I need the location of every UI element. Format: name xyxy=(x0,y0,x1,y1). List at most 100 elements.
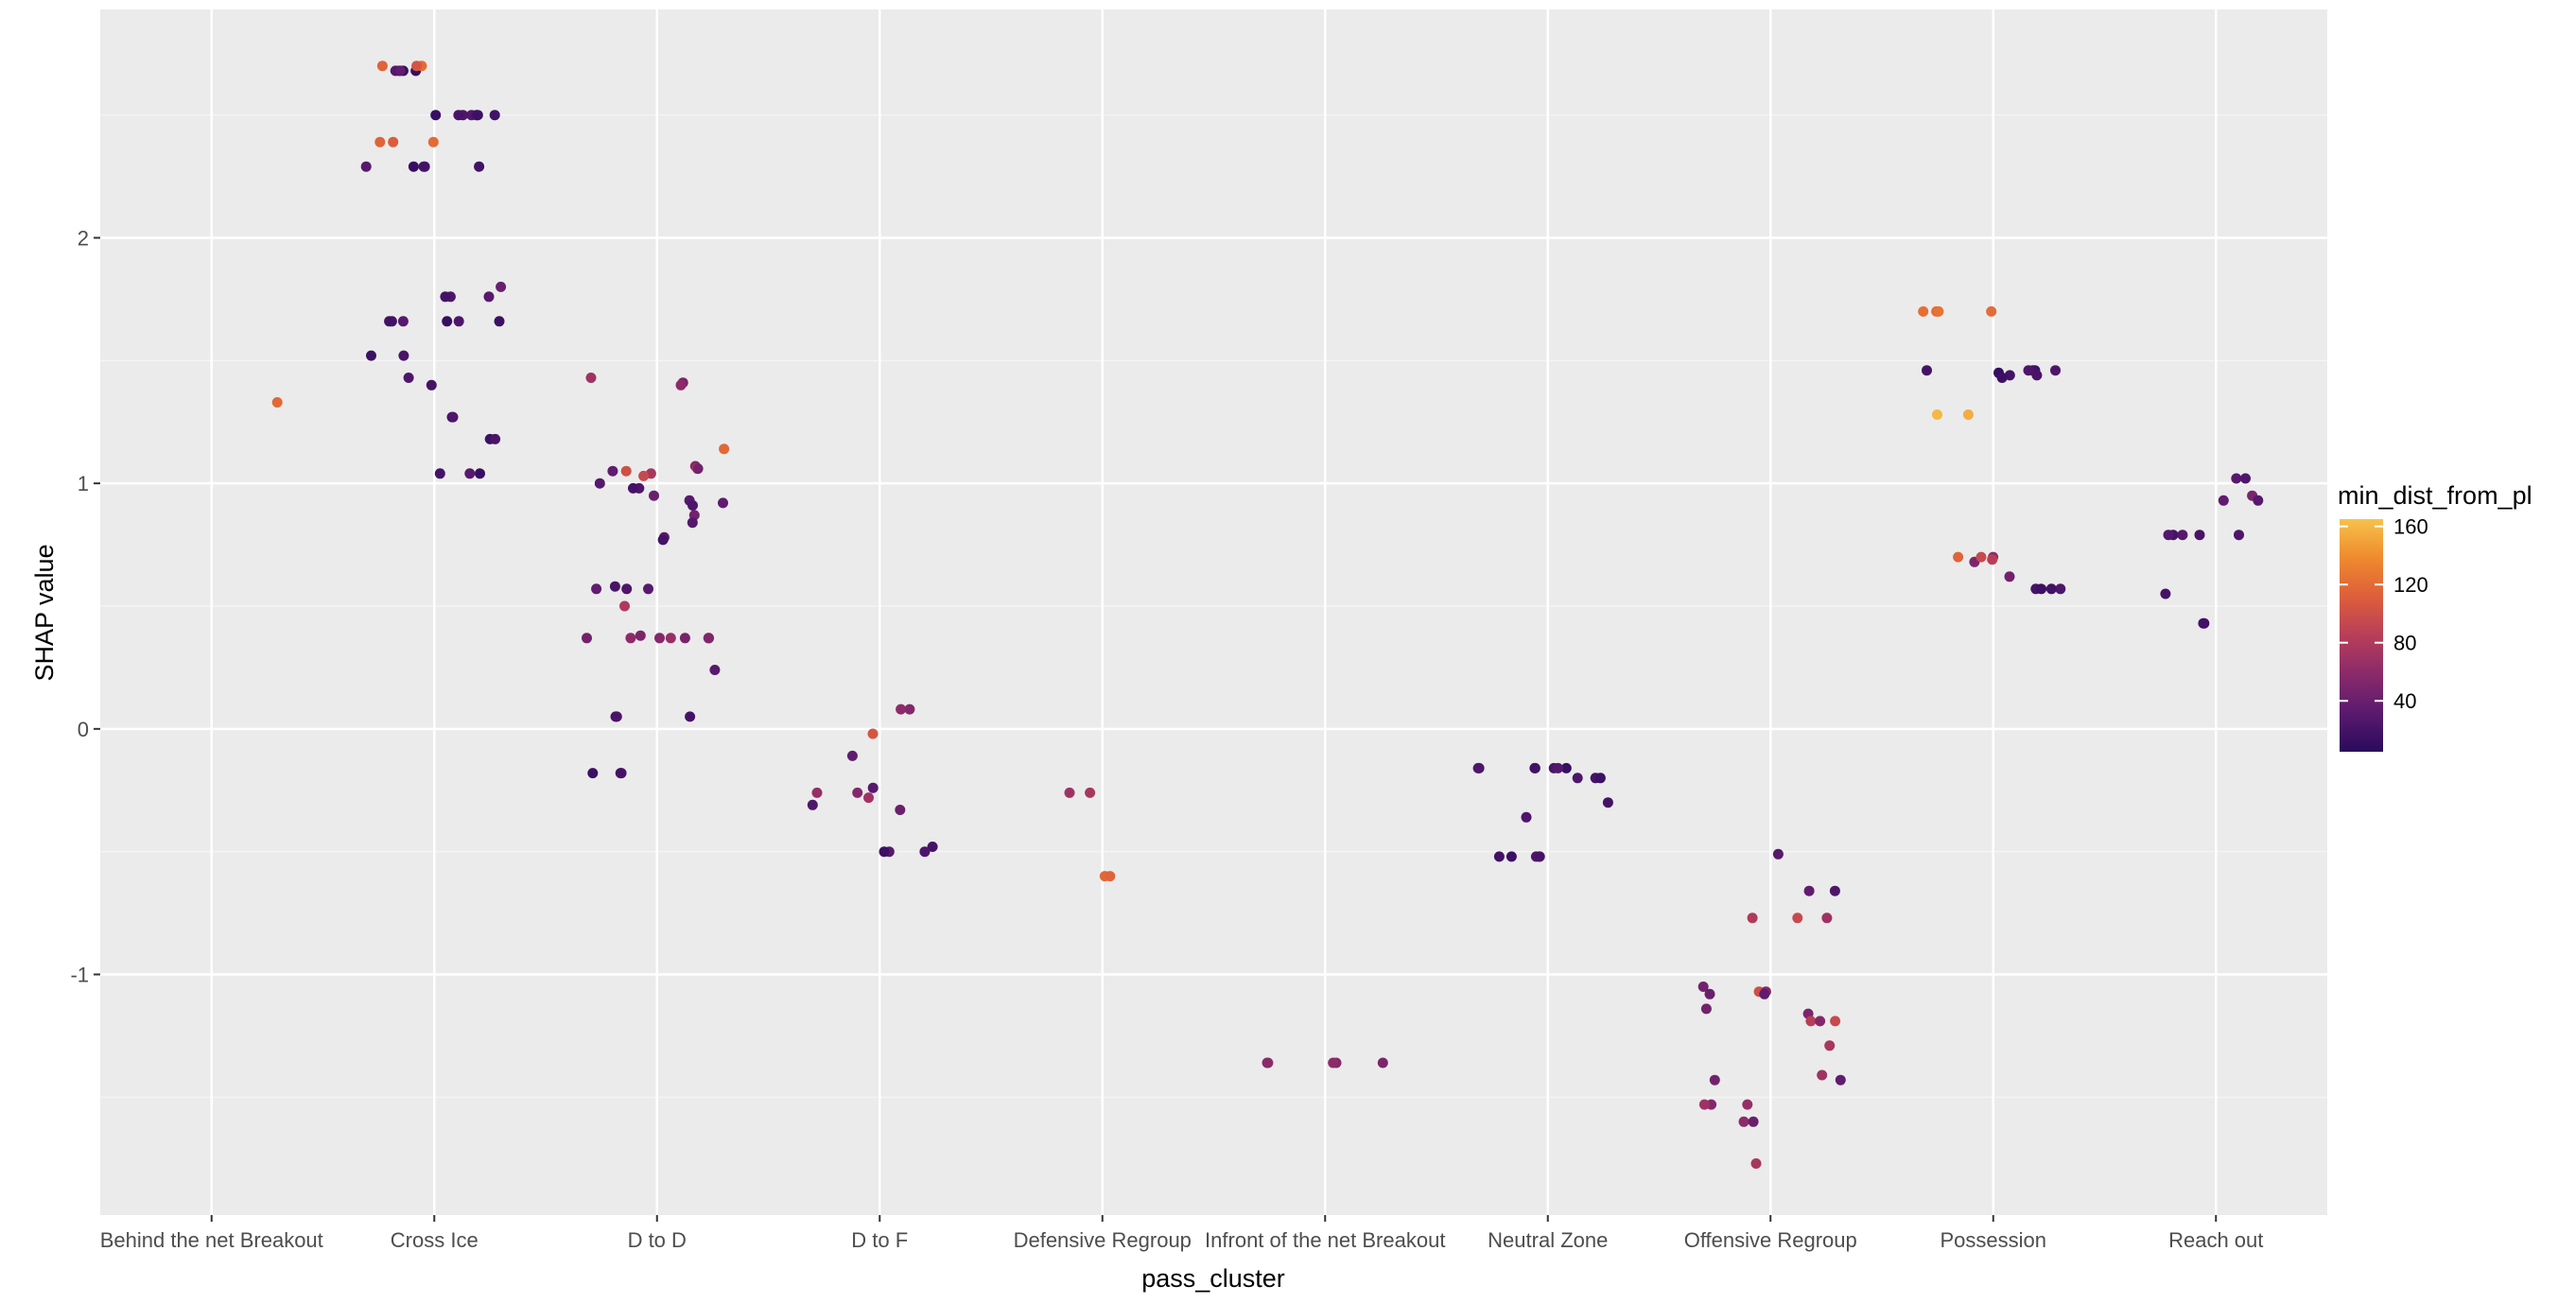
data-point xyxy=(374,136,386,148)
data-point xyxy=(1748,1116,1759,1127)
data-point xyxy=(718,497,728,509)
data-point xyxy=(2055,583,2066,595)
data-point xyxy=(867,782,879,793)
data-point xyxy=(1704,988,1715,999)
data-point xyxy=(863,792,874,804)
data-point xyxy=(846,750,858,761)
data-point xyxy=(1815,1016,1826,1027)
panel-background xyxy=(100,9,2327,1215)
data-point xyxy=(1918,305,1929,317)
grid-minor xyxy=(100,113,2327,1099)
data-point xyxy=(807,799,818,810)
data-point xyxy=(643,583,653,595)
data-point xyxy=(665,633,676,644)
data-point xyxy=(490,433,501,444)
data-point xyxy=(1987,554,1998,565)
data-point xyxy=(2194,530,2205,541)
data-point xyxy=(2045,583,2057,595)
data-point xyxy=(489,110,500,121)
data-point xyxy=(434,468,445,479)
data-point xyxy=(692,463,704,475)
data-point xyxy=(271,397,283,408)
data-point xyxy=(1572,773,1583,784)
data-point xyxy=(442,316,453,327)
data-point xyxy=(1328,1057,1339,1068)
data-point xyxy=(1377,1057,1388,1068)
data-point xyxy=(1933,305,1944,317)
data-point xyxy=(388,136,399,148)
data-point xyxy=(811,787,823,798)
data-point xyxy=(474,161,485,172)
data-point xyxy=(440,291,451,303)
data-point xyxy=(896,704,907,715)
data-point xyxy=(1792,912,1803,924)
x-tick-label: Behind the net Breakout xyxy=(100,1228,323,1252)
data-point xyxy=(398,350,409,361)
data-point xyxy=(2023,365,2034,376)
data-point xyxy=(1829,885,1840,896)
data-point xyxy=(688,500,698,511)
data-point xyxy=(1817,1069,1828,1081)
data-point xyxy=(679,633,690,644)
data-point xyxy=(1085,787,1096,798)
data-point xyxy=(628,482,638,494)
data-point xyxy=(709,665,721,675)
x-tick-label: Infront of the net Breakout xyxy=(1205,1228,1445,1252)
y-tick-label: 2 xyxy=(78,226,89,250)
data-point xyxy=(610,711,621,722)
data-point xyxy=(1759,988,1770,999)
data-point xyxy=(1262,1057,1273,1068)
data-point xyxy=(1698,1099,1710,1110)
data-point xyxy=(852,787,863,798)
x-tick-label: D to F xyxy=(851,1228,908,1252)
x-tick-label: Neutral Zone xyxy=(1488,1228,1608,1252)
x-tick-label: Defensive Regroup xyxy=(1014,1228,1192,1252)
x-tick-label: Reach out xyxy=(2168,1228,2263,1252)
data-point xyxy=(496,281,507,292)
data-point xyxy=(1747,912,1758,924)
data-point xyxy=(591,583,602,595)
y-tick-label: 0 xyxy=(78,718,89,741)
data-point xyxy=(1976,551,1987,563)
y-axis-ticks: -1 0 1 2 xyxy=(70,226,100,987)
legend-ticks: 40 80 120 160 xyxy=(2340,515,2428,713)
legend-tick-label: 160 xyxy=(2393,515,2428,539)
data-point xyxy=(411,61,423,72)
data-point xyxy=(464,468,476,479)
data-point xyxy=(1709,1074,1720,1086)
y-tick-label: 1 xyxy=(78,472,89,495)
data-point xyxy=(2218,495,2229,506)
data-point xyxy=(386,316,397,327)
legend-tick-label: 40 xyxy=(2393,689,2416,713)
data-point xyxy=(1560,762,1572,773)
data-point xyxy=(1697,982,1709,992)
data-point xyxy=(1803,885,1815,896)
data-point xyxy=(2240,473,2251,484)
data-point xyxy=(1553,762,1563,773)
data-point xyxy=(2199,617,2210,629)
data-point xyxy=(1521,811,1532,823)
y-axis-title: SHAP value xyxy=(30,544,59,681)
data-point xyxy=(1602,797,1613,808)
data-point xyxy=(483,291,495,303)
data-point xyxy=(607,465,618,477)
x-tick-label: Possession xyxy=(1940,1228,2046,1252)
data-points xyxy=(271,61,2264,1169)
data-point xyxy=(426,379,437,391)
data-point xyxy=(1064,787,1075,798)
legend-tick-label: 80 xyxy=(2393,632,2416,655)
data-point xyxy=(1529,762,1540,773)
data-point xyxy=(1738,1116,1749,1127)
data-point xyxy=(649,490,659,501)
data-point xyxy=(1772,848,1784,860)
data-point xyxy=(594,478,605,489)
data-point xyxy=(475,468,485,479)
data-point xyxy=(703,633,714,644)
data-point xyxy=(867,728,879,739)
data-point xyxy=(919,846,931,858)
data-point xyxy=(621,583,633,595)
data-point xyxy=(366,350,376,361)
x-axis-ticks: Behind the net Breakout Cross Ice D to D D … xyxy=(100,1215,2263,1252)
data-point xyxy=(2231,473,2242,484)
data-point xyxy=(2163,530,2174,541)
